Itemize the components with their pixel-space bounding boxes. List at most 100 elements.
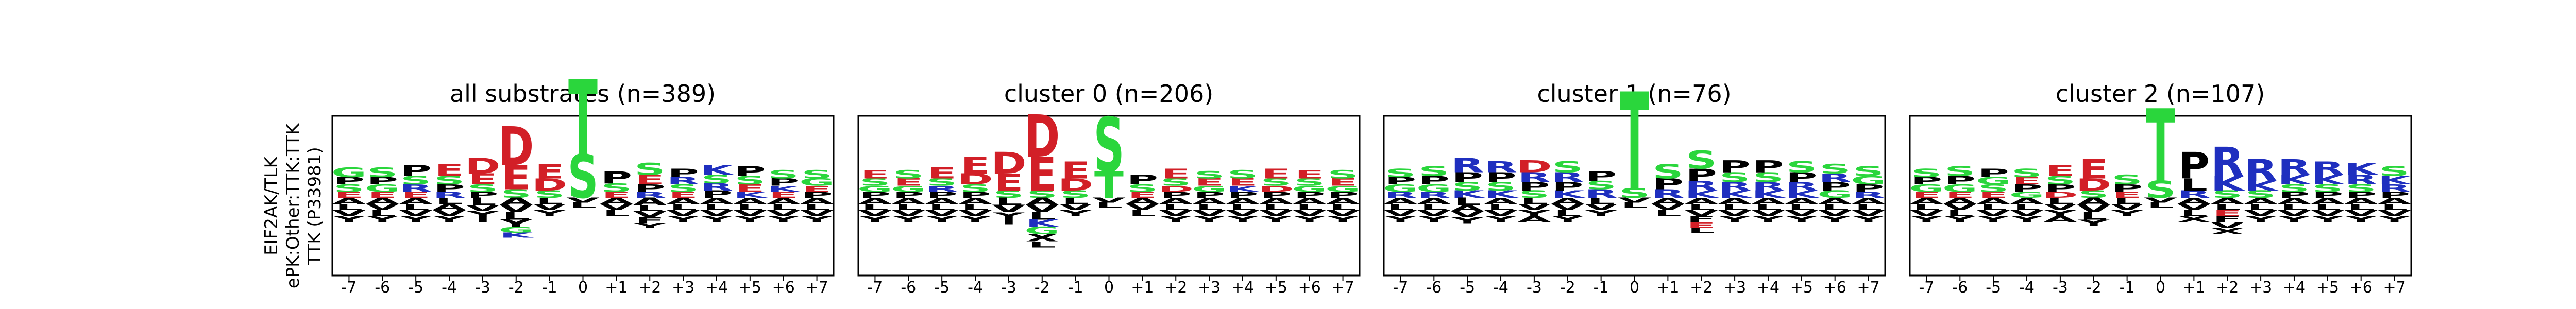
logo-letter-P: P: [926, 190, 958, 200]
logo-letter-V: V: [667, 209, 700, 218]
logo-letter-L: L: [736, 202, 764, 212]
logo-letter-L: L: [1654, 209, 1682, 218]
x-tick-label: -4: [968, 279, 983, 297]
logo-letter-P: P: [1853, 183, 1884, 194]
logo-letter-L: L: [1062, 196, 1089, 206]
logo-letter-E: E: [535, 160, 564, 183]
logo-letter-L: L: [1688, 202, 1715, 212]
logo-letter-X: X: [2177, 214, 2210, 224]
logo-letter-P: P: [1260, 190, 1292, 200]
panel-title: cluster 0 (n=206): [1004, 80, 1213, 108]
logo-letter-V: V: [959, 209, 992, 218]
logo-letter-V: V: [466, 203, 500, 213]
logo-letter-P: P: [1127, 172, 1158, 187]
logo-letter-Y: Y: [634, 222, 666, 230]
logo-letter-E: E: [961, 152, 990, 179]
logo-letter-G: G: [2009, 190, 2044, 200]
logo-letter-V: V: [734, 209, 767, 218]
logo-letter-A: A: [1785, 196, 1819, 206]
logo-letter-S: S: [1753, 170, 1784, 185]
logo-letter-S: S: [2011, 166, 2042, 180]
x-tick-label: -1: [542, 279, 557, 297]
logo-letter-P: P: [2044, 183, 2076, 194]
logo-letter-Y: Y: [1785, 214, 1818, 224]
logo-letter-D: D: [498, 116, 534, 178]
logo-letter-V: V: [533, 202, 566, 212]
logo-letter-F: F: [2213, 214, 2242, 224]
x-tick-label: +4: [705, 279, 728, 297]
logo-letter-A: A: [1159, 196, 1193, 206]
x-tick-label: -5: [1460, 279, 1475, 297]
logo-letter-V: V: [1618, 197, 1651, 204]
x-tick-label: -3: [1527, 279, 1542, 297]
panel-title: cluster 2 (n=107): [2056, 80, 2265, 108]
logo-letter-R: R: [1785, 180, 1818, 193]
logo-letter-Y: Y: [1518, 209, 1551, 218]
logo-letter-T: T: [2146, 89, 2175, 205]
logo-letter-L: L: [1754, 202, 1782, 212]
figure-ylabel: EIF2AK/TLK ePK:Other:TTK:TTK TTK (P33981…: [261, 123, 325, 288]
logo-letter-P: P: [1652, 176, 1684, 193]
logo-letter-Y: Y: [734, 214, 767, 224]
logo-letter-R: R: [1852, 190, 1885, 200]
logo-letter-V: V: [2244, 209, 2278, 218]
logo-letter-S: S: [2379, 164, 2410, 179]
logo-letter-A: A: [1977, 196, 2010, 206]
logo-letter-E: E: [1328, 177, 1358, 188]
logo-letter-E: E: [669, 190, 698, 200]
logo-letter-S: S: [1060, 188, 1091, 200]
logo-letter-R: R: [1685, 178, 1718, 194]
logo-letter-P: P: [1452, 170, 1483, 185]
logo-letter-Y: Y: [2345, 214, 2378, 224]
logo-letter-D: D: [465, 153, 500, 179]
logo-letter-G: G: [891, 184, 926, 194]
logo-letter-E: E: [1128, 190, 1157, 200]
logo-letter-A: A: [2311, 196, 2345, 206]
x-tick-label: +1: [605, 279, 628, 297]
logo-letter-K: K: [1484, 188, 1519, 200]
x-tick-label: +3: [1723, 279, 1746, 297]
x-tick-label: +6: [2350, 279, 2372, 297]
x-tick-label: +6: [772, 279, 795, 297]
logo-letter-P: P: [2379, 190, 2410, 200]
logo-letter-A: A: [1551, 196, 1584, 206]
logo-letter-A: A: [2244, 196, 2278, 206]
logo-letter-S: S: [893, 168, 924, 181]
logo-letter-L: L: [670, 202, 697, 212]
logo-letter-L: L: [1420, 202, 1448, 212]
logo-letter-V: V: [1384, 209, 1417, 218]
logo-letter-Y: Y: [1585, 209, 1618, 218]
logo-letter-G: G: [499, 225, 534, 235]
logo-letter-A: A: [2278, 196, 2311, 206]
logo-letter-E: E: [501, 159, 531, 197]
logo-letter-S: S: [2078, 188, 2109, 200]
logo-letter-S: S: [367, 165, 398, 180]
logo-letter-P: P: [701, 188, 732, 200]
logo-letter-L: L: [2013, 202, 2040, 212]
logo-letter-K: K: [1718, 188, 1753, 200]
logo-letter-S: S: [1944, 164, 1975, 179]
logo-letter-G: G: [1416, 183, 1451, 194]
logo-letter-K: K: [2344, 159, 2379, 179]
logo-letter-R: R: [1551, 170, 1584, 185]
logo-letter-K: K: [1226, 184, 1261, 194]
logo-letter-P: P: [668, 166, 699, 180]
logo-letter-G: G: [799, 177, 834, 188]
logo-letter-V: V: [399, 209, 433, 218]
x-tick-label: -6: [901, 279, 916, 297]
x-tick-label: +4: [1231, 279, 1254, 297]
